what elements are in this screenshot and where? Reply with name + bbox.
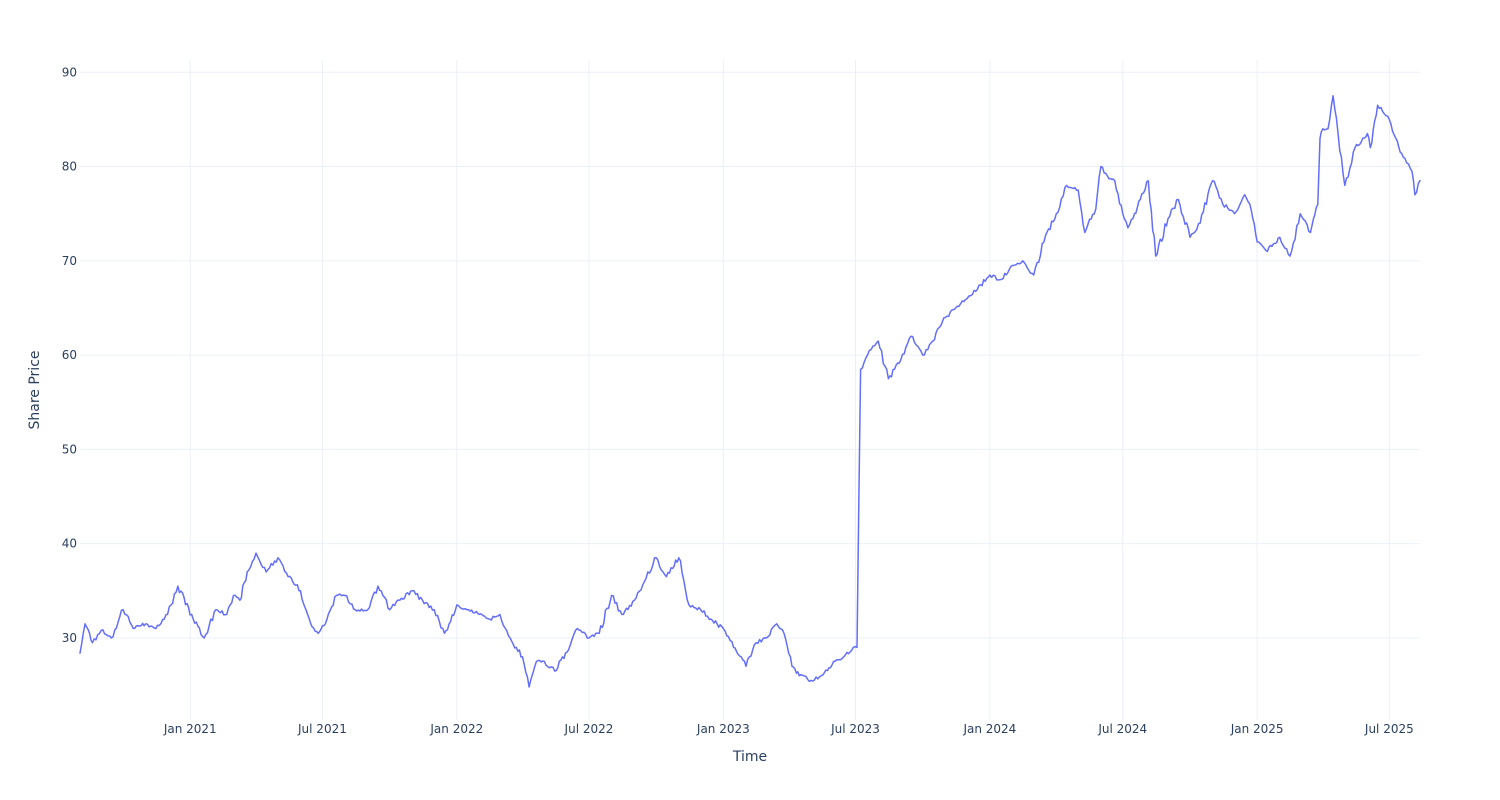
y-gridlines <box>80 71 1420 639</box>
x-tick-label: Jul 2024 <box>1097 722 1147 736</box>
x-axis-title: Time <box>732 749 767 765</box>
x-tick-label: Jul 2021 <box>297 722 347 736</box>
x-tick-label: Jul 2023 <box>830 722 880 736</box>
y-tick-label: 80 <box>62 160 77 174</box>
x-tick-label: Jul 2025 <box>1364 722 1414 736</box>
y-tick-label: 90 <box>62 65 77 79</box>
y-tick-label: 50 <box>62 442 77 456</box>
x-tick-label: Jan 2022 <box>429 722 483 736</box>
y-tick-label: 30 <box>62 631 77 645</box>
x-tick-label: Jan 2021 <box>163 722 217 736</box>
x-tick-label: Jan 2023 <box>696 722 750 736</box>
series-layer <box>79 95 1421 688</box>
x-tick-label: Jul 2022 <box>564 722 614 736</box>
y-axis-title: Share Price <box>27 350 43 429</box>
y-tick-labels: 30 40 50 60 70 80 90 <box>62 65 77 645</box>
x-tick-labels: Jan 2021 Jul 2021 Jan 2022 Jul 2022 Jan 2023… <box>163 722 1414 736</box>
x-gridlines <box>189 60 1390 720</box>
y-tick-label: 60 <box>62 348 77 362</box>
y-tick-label: 70 <box>62 254 77 268</box>
series-line-share-price <box>79 95 1421 688</box>
y-tick-label: 40 <box>62 537 77 551</box>
x-tick-label: Jan 2025 <box>1230 722 1284 736</box>
x-tick-label: Jan 2024 <box>962 722 1016 736</box>
